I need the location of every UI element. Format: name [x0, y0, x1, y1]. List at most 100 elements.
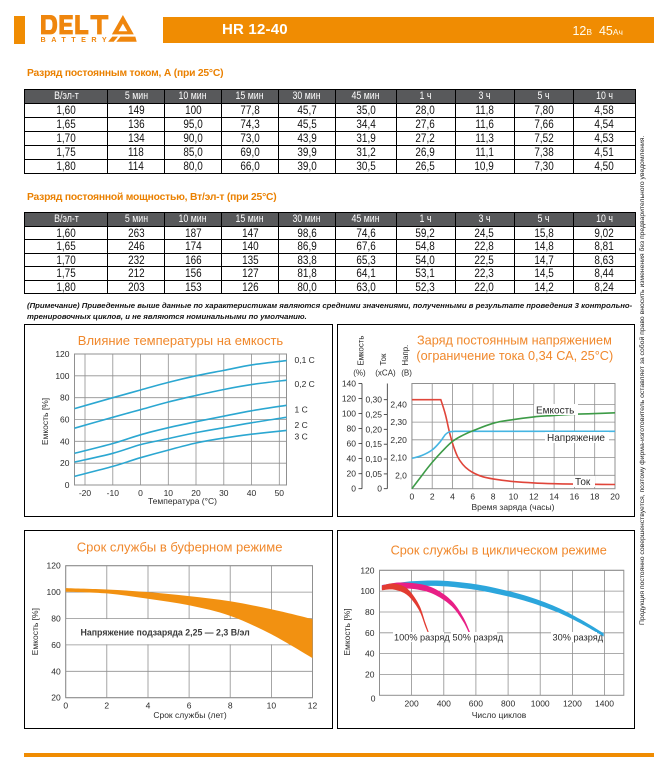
svg-text:40: 40: [365, 648, 375, 658]
svg-text:10: 10: [164, 488, 174, 498]
svg-text:Заряд постоянным напряжением: Заряд постоянным напряжением: [417, 333, 612, 347]
svg-text:Напряжение: Напряжение: [547, 433, 605, 444]
svg-text:400: 400: [437, 698, 451, 708]
svg-text:40: 40: [60, 436, 70, 446]
svg-text:(B): (B): [401, 368, 412, 377]
svg-text:40: 40: [247, 488, 257, 498]
svg-text:2: 2: [104, 700, 109, 710]
svg-text:Емкость: Емкость: [357, 335, 366, 365]
svg-text:2 C: 2 C: [295, 420, 308, 430]
svg-text:50: 50: [275, 488, 285, 498]
svg-text:2,40: 2,40: [390, 399, 407, 409]
svg-text:100: 100: [47, 587, 61, 597]
svg-text:4: 4: [146, 700, 151, 710]
svg-text:60: 60: [60, 414, 70, 424]
svg-text:0,20: 0,20: [365, 424, 382, 434]
svg-text:Емкость: Емкость: [536, 405, 574, 416]
svg-text:20: 20: [610, 491, 620, 501]
svg-text:0,10: 0,10: [365, 454, 382, 464]
svg-text:120: 120: [342, 393, 356, 403]
svg-text:200: 200: [405, 698, 419, 708]
svg-text:0,2 C: 0,2 C: [295, 379, 315, 389]
svg-text:2: 2: [430, 491, 435, 501]
svg-text:80: 80: [51, 613, 61, 623]
svg-text:0: 0: [377, 483, 382, 493]
svg-text:60: 60: [51, 639, 61, 649]
svg-text:Напр.: Напр.: [401, 344, 410, 365]
svg-text:6: 6: [470, 491, 475, 501]
svg-text:Емкость [%]: Емкость [%]: [40, 397, 50, 444]
svg-text:-20: -20: [79, 488, 92, 498]
svg-text:100: 100: [360, 586, 374, 596]
svg-text:2,0: 2,0: [395, 470, 407, 480]
svg-text:100: 100: [55, 370, 69, 380]
svg-text:6: 6: [187, 700, 192, 710]
svg-text:Емкость [%]: Емкость [%]: [30, 608, 40, 655]
svg-text:Напряжение подзаряда 2,25 — 2,: Напряжение подзаряда 2,25 — 2,3 В/эл: [81, 627, 250, 637]
svg-text:(xCA): (xCA): [375, 368, 396, 377]
svg-text:Срок службы (лет): Срок службы (лет): [153, 710, 226, 720]
svg-text:600: 600: [469, 698, 483, 708]
svg-text:Влияние температуры на емкость: Влияние температуры на емкость: [78, 333, 284, 348]
svg-text:0,30: 0,30: [365, 394, 382, 404]
svg-text:8: 8: [491, 491, 496, 501]
svg-text:Ток: Ток: [379, 353, 388, 365]
svg-text:0: 0: [351, 483, 356, 493]
svg-text:30% разряд: 30% разряд: [553, 632, 604, 642]
svg-text:2,10: 2,10: [390, 452, 407, 462]
svg-text:Время заряда (часы): Время заряда (часы): [471, 502, 554, 512]
svg-text:0: 0: [371, 693, 376, 703]
svg-text:20: 20: [51, 692, 61, 702]
svg-text:1 C: 1 C: [295, 404, 308, 414]
svg-text:10: 10: [267, 700, 277, 710]
svg-text:2,20: 2,20: [390, 434, 407, 444]
svg-text:20: 20: [347, 468, 357, 478]
svg-text:140: 140: [342, 378, 356, 388]
svg-text:120: 120: [55, 349, 69, 359]
svg-text:2,30: 2,30: [390, 417, 407, 427]
svg-text:18: 18: [590, 491, 600, 501]
svg-text:0,1 C: 0,1 C: [295, 355, 315, 365]
svg-text:40: 40: [51, 666, 61, 676]
svg-text:80: 80: [365, 607, 375, 617]
svg-text:120: 120: [360, 565, 374, 575]
svg-text:Срок службы в буферном режиме: Срок службы в буферном режиме: [77, 539, 283, 554]
svg-text:16: 16: [570, 491, 580, 501]
svg-text:100: 100: [342, 408, 356, 418]
svg-text:Число циклов: Число циклов: [472, 710, 527, 720]
svg-text:Температура (°C): Температура (°C): [148, 496, 217, 506]
svg-text:4: 4: [450, 491, 455, 501]
svg-text:-10: -10: [107, 488, 120, 498]
svg-text:50% разряд: 50% разряд: [453, 632, 504, 642]
svg-text:20: 20: [191, 488, 201, 498]
svg-text:Срок службы в циклическом режи: Срок службы в циклическом режиме: [391, 543, 607, 557]
svg-text:0,25: 0,25: [365, 409, 382, 419]
svg-text:12: 12: [308, 700, 318, 710]
svg-text:800: 800: [501, 698, 515, 708]
svg-text:80: 80: [60, 392, 70, 402]
svg-text:1400: 1400: [595, 698, 614, 708]
svg-text:(ограничение тока 0,34 СА, 25°: (ограничение тока 0,34 СА, 25°С): [416, 349, 613, 363]
svg-text:0: 0: [63, 700, 68, 710]
svg-text:Ток: Ток: [575, 477, 591, 488]
svg-text:20: 20: [60, 458, 70, 468]
svg-text:120: 120: [47, 560, 61, 570]
svg-text:80: 80: [347, 423, 357, 433]
svg-text:0,15: 0,15: [365, 439, 382, 449]
svg-text:12: 12: [529, 491, 539, 501]
svg-text:10: 10: [509, 491, 519, 501]
svg-text:100% разряд: 100% разряд: [394, 632, 450, 642]
svg-text:0,05: 0,05: [365, 468, 382, 478]
svg-text:0: 0: [138, 488, 143, 498]
svg-text:3 C: 3 C: [295, 431, 308, 441]
svg-text:BATTERY: BATTERY: [41, 35, 112, 44]
svg-text:0: 0: [65, 480, 70, 490]
svg-text:0: 0: [410, 491, 415, 501]
svg-text:20: 20: [365, 669, 375, 679]
svg-text:60: 60: [365, 627, 375, 637]
svg-text:60: 60: [347, 438, 357, 448]
svg-text:(%): (%): [353, 368, 366, 377]
svg-text:14: 14: [549, 491, 559, 501]
svg-text:30: 30: [219, 488, 229, 498]
svg-text:Емкость [%]: Емкость [%]: [342, 608, 352, 655]
